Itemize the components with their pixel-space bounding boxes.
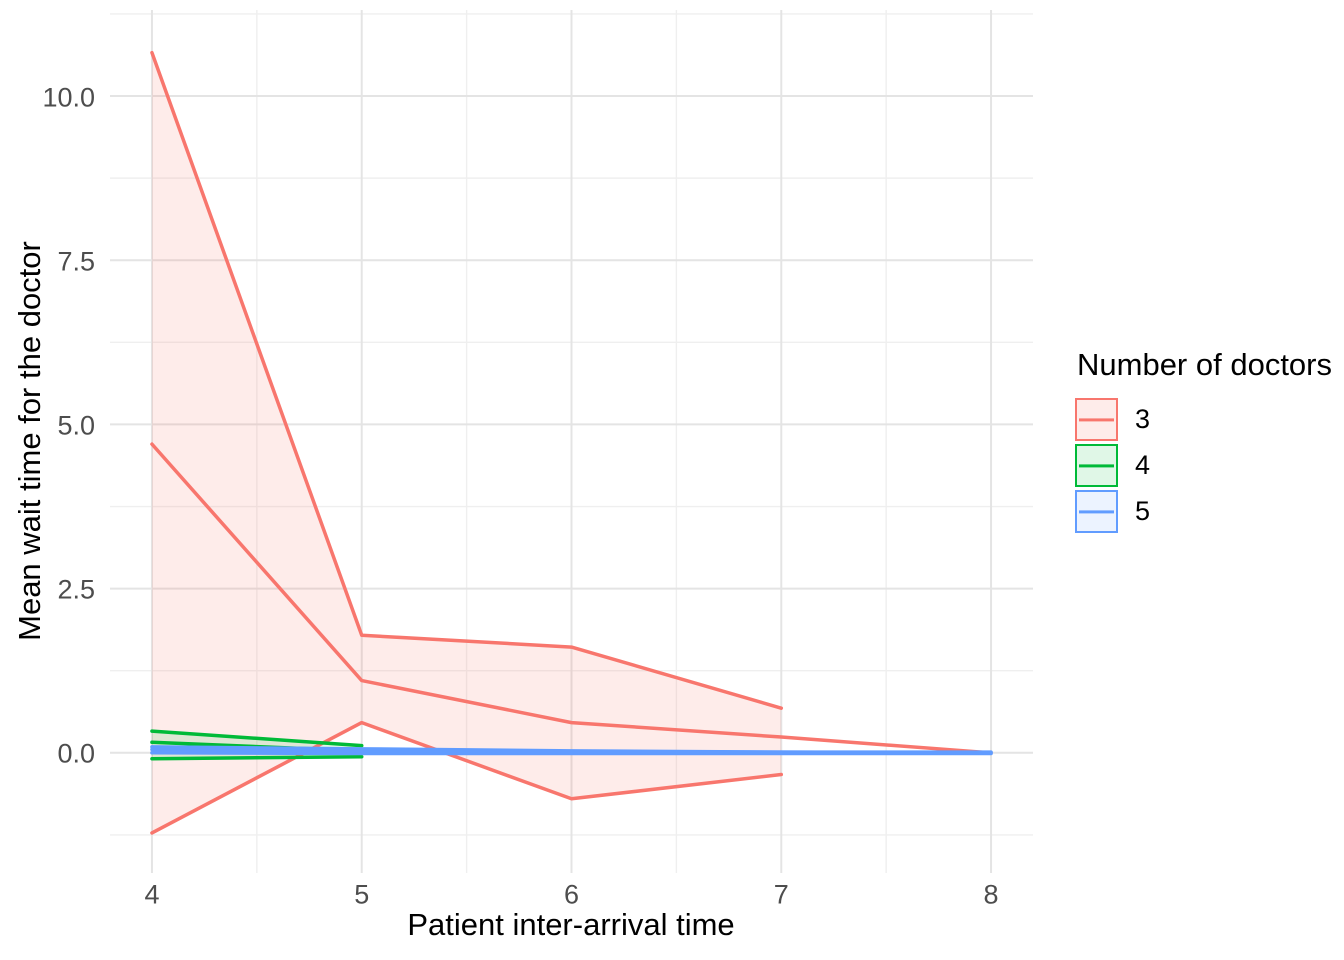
legend-key-swatch <box>1075 398 1118 441</box>
legend-key-line-icon <box>1079 417 1114 422</box>
mean-line-doctors-5 <box>150 747 993 755</box>
upper-bound-line-doctors-3 <box>150 50 784 710</box>
legend-items: 3 4 5 <box>1075 398 1332 533</box>
legend-item-label: 4 <box>1135 450 1151 480</box>
legend-item: 5 <box>1075 490 1332 533</box>
y-axis-title: Mean wait time for the doctor <box>12 241 47 641</box>
legend-key-line-icon <box>1079 463 1114 468</box>
legend-item: 4 <box>1075 444 1332 487</box>
mean-line-doctors-3 <box>150 442 993 755</box>
lower-bound-line-doctors-4 <box>150 755 364 761</box>
legend-title: Number of doctors <box>1077 347 1332 382</box>
legend-key-swatch <box>1075 490 1118 533</box>
legend-item: 3 <box>1075 398 1332 441</box>
legend-key-line-icon <box>1079 509 1114 514</box>
x-axis-title: Patient inter-arrival time <box>407 907 735 942</box>
legend: Number of doctors 3 4 5 <box>1075 347 1332 536</box>
legend-key-swatch <box>1075 444 1118 487</box>
legend-item-label: 5 <box>1135 496 1151 526</box>
ribbon-doctors-3 <box>151 52 782 833</box>
legend-item-label: 3 <box>1135 404 1151 434</box>
upper-bound-line-doctors-4 <box>150 729 364 748</box>
lower-bound-line-doctors-3 <box>150 720 784 835</box>
